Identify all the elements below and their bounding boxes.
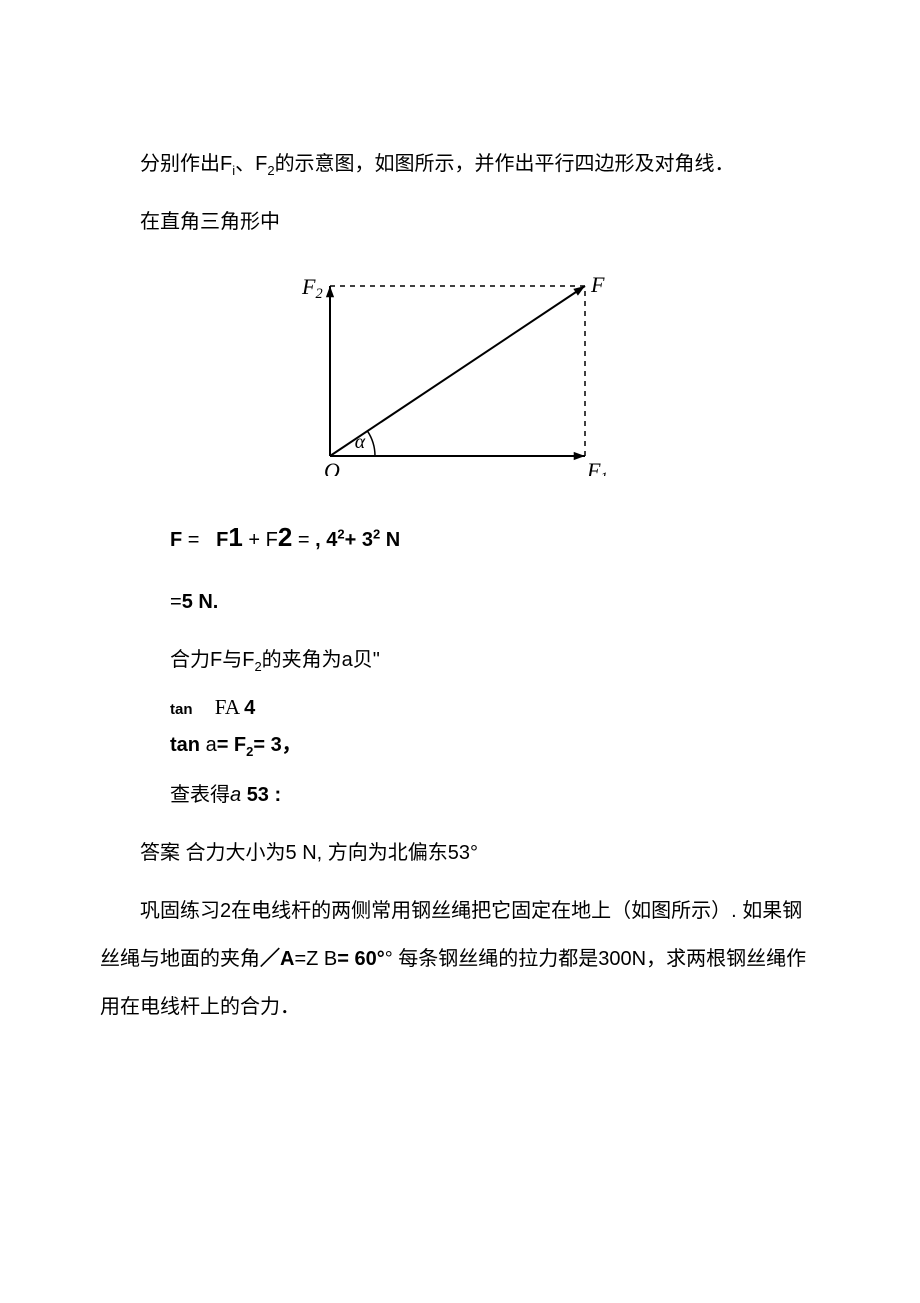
- text: a: [206, 734, 217, 756]
- answer-label: 答案: [140, 842, 180, 864]
- equation-tan-bottom: tan a= F2= 3，: [170, 732, 820, 761]
- text: 合力F与F: [170, 649, 254, 671]
- svg-text:F1: F1: [586, 458, 608, 476]
- equation-tan-top: tan FA 4: [170, 694, 820, 721]
- text: tan: [170, 701, 193, 718]
- paragraph-lookup: 查表得a 53 :: [170, 771, 820, 819]
- text: 4: [244, 697, 255, 719]
- text: = F: [217, 734, 246, 756]
- equation-result: =5 N.: [170, 578, 820, 626]
- paragraph-answer: 答案 合力大小为5 N, 方向为北偏东53°: [100, 829, 820, 877]
- vector-diagram-container: F2 F F1 Oα: [100, 266, 820, 476]
- superscript: 2: [337, 526, 344, 541]
- text: Z B: [306, 948, 337, 970]
- text: =: [170, 591, 182, 613]
- text: 5 N.: [182, 591, 219, 613]
- degree-symbol: °: [385, 948, 393, 970]
- text: , 4: [315, 529, 337, 551]
- text: 分别作出F: [140, 153, 232, 175]
- text: 53 :: [247, 784, 281, 806]
- text: F: [216, 529, 228, 551]
- equation-F: F = F1 + F2 = , 42+ 32 N: [170, 506, 820, 568]
- document-page: 分别作出Fi、F2的示意图，如图所示，并作出平行四边形及对角线． 在直角三角形中…: [0, 0, 920, 1141]
- paragraph-triangle: 在直角三角形中: [100, 198, 820, 246]
- svg-text:O: O: [324, 458, 340, 476]
- text: FA: [215, 695, 244, 719]
- text: 1: [228, 522, 242, 552]
- text: 2: [278, 522, 292, 552]
- text: 合力大小为5 N, 方向为北偏东53: [180, 842, 470, 864]
- svg-text:F2: F2: [301, 274, 323, 302]
- subscript: 2: [267, 163, 274, 178]
- degree-symbol: °: [470, 842, 478, 864]
- paragraph-exercise: 巩固练习2在电线杆的两侧常用钢丝绳把它固定在地上（如图所示）. 如果钢丝绳与地面…: [100, 887, 820, 1031]
- text: N: [380, 529, 400, 551]
- text: a: [230, 784, 247, 806]
- text: = 60°: [337, 948, 384, 970]
- text: ／A: [260, 948, 294, 970]
- text: = 3，: [253, 734, 301, 756]
- svg-text:α: α: [355, 431, 366, 453]
- text: =: [294, 948, 306, 970]
- subscript: 2: [254, 659, 261, 674]
- paragraph-intro: 分别作出Fi、F2的示意图，如图所示，并作出平行四边形及对角线．: [100, 140, 820, 188]
- vector-diagram: F2 F F1 Oα: [295, 266, 625, 476]
- text: 在直角三角形中: [140, 211, 280, 233]
- text: =: [182, 529, 205, 551]
- text: 、F: [235, 153, 267, 175]
- text: F: [170, 529, 182, 551]
- text: 查表得: [170, 784, 230, 806]
- paragraph-angle: 合力F与F2的夹角为a贝": [170, 636, 820, 684]
- text: 的示意图，如图所示，并作出平行四边形及对角线．: [275, 153, 735, 175]
- text: tan: [170, 734, 206, 756]
- svg-text:F: F: [590, 272, 605, 297]
- text: 的夹角为a贝": [262, 649, 380, 671]
- text: =: [292, 529, 315, 551]
- text: + F: [243, 529, 278, 551]
- text: + 3: [345, 529, 373, 551]
